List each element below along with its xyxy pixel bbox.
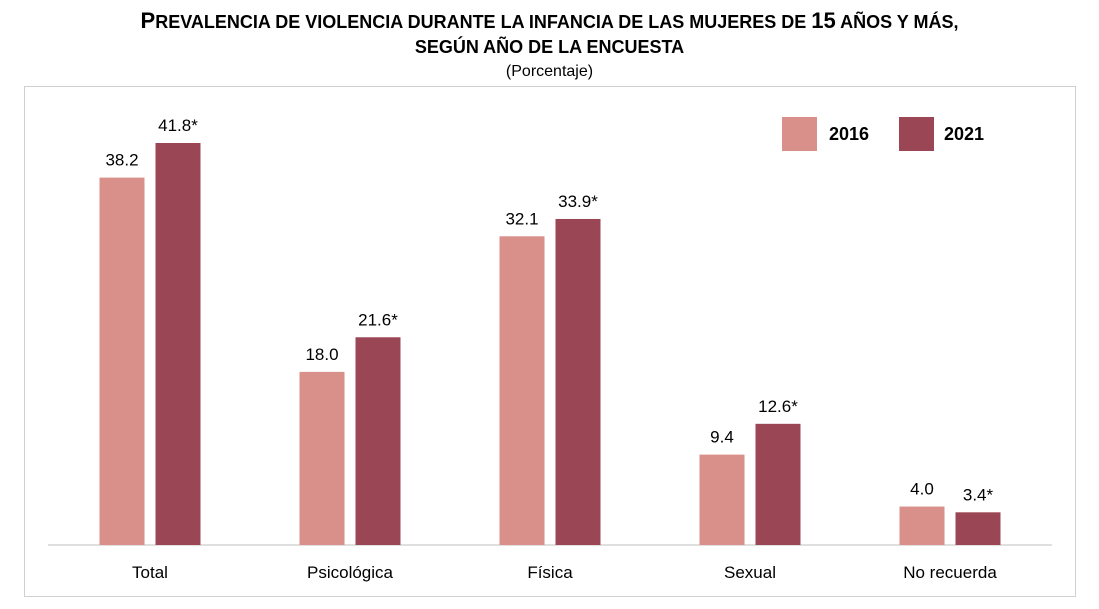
bar-2016-4 xyxy=(899,506,945,545)
title-initial: P xyxy=(140,8,156,33)
x-tick-label-4: No recuerda xyxy=(903,563,997,582)
legend-swatch-2021 xyxy=(899,117,934,151)
bar-2021-3 xyxy=(755,423,801,545)
chart-title-line1: PREVALENCIA DE VIOLENCIA DURANTE LA INFA… xyxy=(0,8,1099,34)
title-part-a: REVALENCIA DE VIOLENCIA DURANTE LA INFAN… xyxy=(155,12,812,32)
bar-2016-2 xyxy=(499,236,545,545)
bar-2021-4 xyxy=(955,512,1001,545)
data-label-2016-1: 18.0 xyxy=(305,345,338,364)
chart-title-line2: SEGÚN AÑO DE LA ENCUESTA xyxy=(414,37,685,57)
data-label-2021-2: 33.9* xyxy=(558,192,598,211)
bar-2016-3 xyxy=(699,454,745,545)
data-label-2021-3: 12.6* xyxy=(758,397,798,416)
bar-2016-0 xyxy=(99,177,145,545)
chart-subtitle: (Porcentaje) xyxy=(505,63,594,80)
title-number: 15 xyxy=(811,8,836,33)
data-label-2021-0: 41.8* xyxy=(158,116,198,135)
bar-2021-2 xyxy=(555,218,601,545)
bar-2021-0 xyxy=(155,143,201,545)
x-tick-label-2: Física xyxy=(527,563,573,582)
legend-swatch-2016 xyxy=(782,117,817,151)
data-label-2016-4: 4.0 xyxy=(910,480,934,499)
data-label-2021-1: 21.6* xyxy=(358,310,398,329)
x-tick-label-3: Sexual xyxy=(724,563,776,582)
legend-label-2016: 2016 xyxy=(829,124,869,144)
bar-2021-1 xyxy=(355,337,401,545)
chart-frame xyxy=(24,86,1076,597)
x-tick-label-0: Total xyxy=(132,563,168,582)
bar-2016-1 xyxy=(299,371,345,545)
x-tick-label-1: Psicológica xyxy=(307,563,394,582)
legend-label-2021: 2021 xyxy=(944,124,984,144)
data-label-2016-3: 9.4 xyxy=(710,428,734,447)
title-part-b: AÑOS Y MÁS, xyxy=(835,12,959,32)
data-label-2016-0: 38.2 xyxy=(105,151,138,170)
data-label-2016-2: 32.1 xyxy=(505,209,538,228)
data-label-2021-4: 3.4* xyxy=(963,485,994,504)
